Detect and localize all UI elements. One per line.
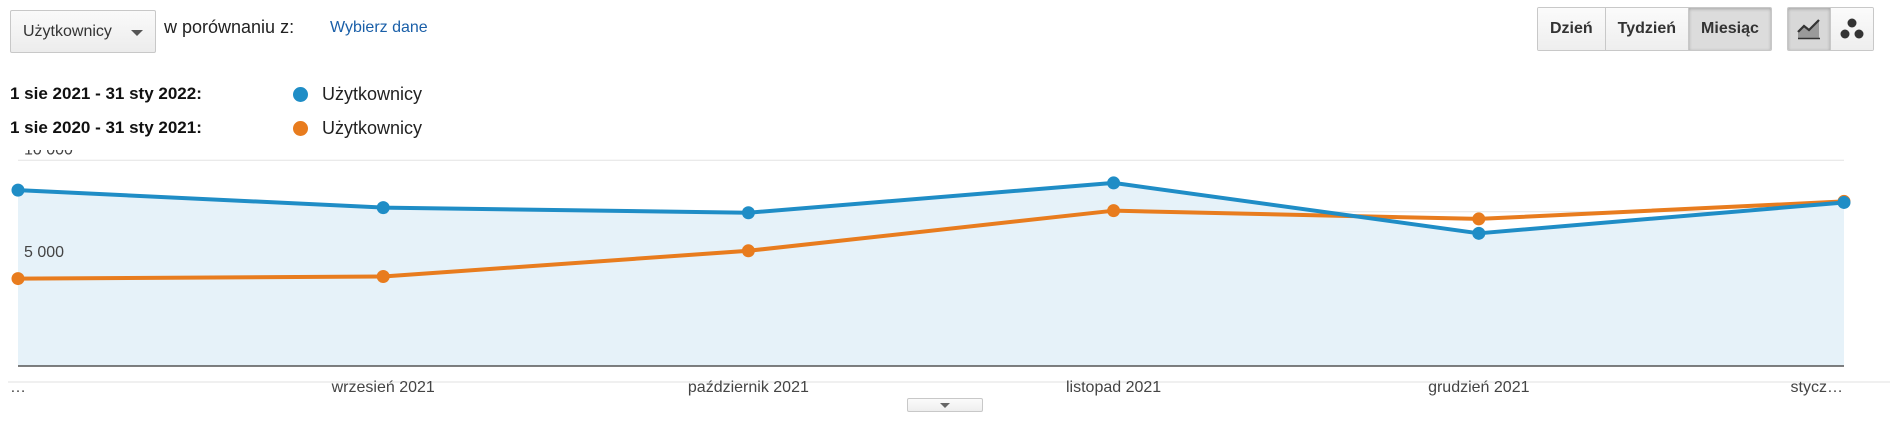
compare-label: w porównaniu z: (164, 17, 295, 37)
motion-chart-view-button[interactable] (1831, 8, 1873, 50)
legend-series-name: Użytkownicy (322, 117, 423, 138)
data-point (11, 272, 25, 286)
series-line (17, 180, 1845, 236)
data-point (1107, 204, 1121, 218)
motion-chart-icon (1840, 18, 1864, 39)
data-point (376, 201, 390, 215)
legend-range: 1 sie 2021 - 31 sty 2022: (10, 84, 202, 103)
data-point (741, 244, 755, 258)
data-point (376, 270, 390, 284)
legend-dot-icon (293, 86, 308, 102)
x-tick-label: stycz… (1791, 379, 1843, 396)
x-tick-label: … (10, 379, 26, 396)
line-chart-icon (1797, 19, 1820, 40)
period-day-button[interactable]: Dzień (1538, 8, 1606, 50)
chart-view-selector (1787, 7, 1874, 51)
data-point (1472, 212, 1486, 226)
metric-select-label: Użytkownicy (23, 23, 112, 40)
legend-series-name: Użytkownicy (322, 83, 423, 104)
period-week-button[interactable]: Tydzień (1605, 8, 1690, 50)
y-tick-label: 5 000 (24, 244, 64, 261)
x-tick-label: październik 2021 (688, 379, 809, 396)
chevron-down-icon (131, 30, 143, 36)
choose-data-link[interactable]: Wybierz dane (330, 19, 428, 36)
line-chart: 10 000 5 000 … wrzesień 2021 październik 202… (8, 150, 1890, 396)
series-line (17, 199, 1845, 281)
x-tick-label: wrzesień 2021 (331, 379, 435, 396)
x-tick-label: grudzień 2021 (1428, 379, 1530, 396)
legend-item-previous: 1 sie 2020 - 31 sty 2021: Użytkownicy (10, 116, 422, 140)
series-area (18, 182, 1844, 366)
line-chart-view-button[interactable] (1788, 8, 1831, 50)
period-selector: Dzień Tydzień Miesiąc (1537, 7, 1772, 51)
legend-item-current: 1 sie 2021 - 31 sty 2022: Użytkownicy (10, 82, 422, 106)
legend-dot-icon (293, 120, 308, 136)
period-month-button[interactable]: Miesiąc (1689, 8, 1771, 50)
expand-drawer-button[interactable] (907, 398, 983, 412)
y-tick-label: 10 000 (24, 150, 73, 158)
data-point (1472, 226, 1486, 240)
legend-range: 1 sie 2020 - 31 sty 2021: (10, 118, 202, 137)
data-point (741, 206, 755, 220)
data-point (11, 183, 25, 197)
data-point (1107, 176, 1121, 190)
chevron-down-icon (940, 403, 950, 408)
metric-select[interactable]: Użytkownicy (10, 10, 156, 53)
x-tick-label: listopad 2021 (1066, 379, 1161, 396)
data-point (1837, 195, 1851, 209)
